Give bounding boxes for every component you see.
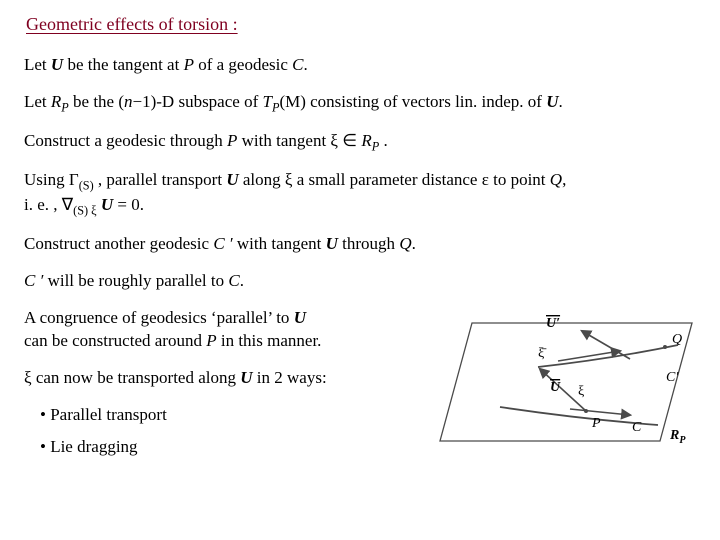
lbl-xibar: ξ̄ xyxy=(538,346,547,361)
lbl-Cprime: C′ xyxy=(666,370,679,385)
para-2: Let RP be the (n−1)-D subspace of TP(M) … xyxy=(24,91,696,116)
lbl-RP: RP xyxy=(669,428,686,446)
p6-C2: C xyxy=(228,271,239,290)
para-4: Using Γ(S) , parallel transport U along … xyxy=(24,169,696,219)
p2-T: T xyxy=(262,92,271,111)
lbl-C: C xyxy=(632,420,642,435)
p4-l2U: U xyxy=(97,195,114,214)
p7-l1: A congruence of geodesics ‘parallel’ to xyxy=(24,308,294,327)
lbl-P: P xyxy=(591,416,601,431)
p1-mid2: of a geodesic xyxy=(194,55,292,74)
para-3: Construct a geodesic through P with tang… xyxy=(24,130,696,155)
p4-sub: (S) xyxy=(79,178,94,192)
p2-end: . xyxy=(559,92,563,111)
para-6: C ′ will be roughly parallel to C. xyxy=(24,270,696,293)
p8-pre: ξ can now be transported along xyxy=(24,368,240,387)
p1-end: . xyxy=(303,55,307,74)
p4-Q: Q xyxy=(550,170,562,189)
p1-U: U xyxy=(51,55,63,74)
lbl-Uprime: U′ xyxy=(546,316,560,331)
para-1: Let U be the tangent at P of a geodesic … xyxy=(24,54,696,77)
b2-text: Lie dragging xyxy=(50,437,137,456)
p2-n: n xyxy=(124,92,133,111)
p4-l2sub: (S) ξ xyxy=(73,203,96,217)
p2-Psub: P xyxy=(61,101,68,115)
p7-P: P xyxy=(206,331,216,350)
p6-mid: will be roughly parallel to xyxy=(43,271,228,290)
p3-R: R xyxy=(361,131,371,150)
slide-title: Geometric effects of torsion : xyxy=(26,12,696,36)
p3-end: . xyxy=(379,131,388,150)
p5-C: C ′ xyxy=(213,234,232,253)
p1-mid: be the tangent at xyxy=(63,55,183,74)
p4-mid: , parallel transport xyxy=(94,170,227,189)
para-7: A congruence of geodesics ‘parallel’ to … xyxy=(24,307,424,353)
p5-U: U xyxy=(326,234,338,253)
p6-C: C ′ xyxy=(24,271,43,290)
p7-U: U xyxy=(294,308,306,327)
p4-l2pre: i. e. , ∇ xyxy=(24,195,73,214)
p4-comma: , xyxy=(562,170,566,189)
p2-pre: Let xyxy=(24,92,51,111)
p5-end: . xyxy=(412,234,416,253)
p5-Q: Q xyxy=(399,234,411,253)
p5-mid2: through xyxy=(338,234,399,253)
para-5: Construct another geodesic C ′ with tang… xyxy=(24,233,696,256)
p1-C: C xyxy=(292,55,303,74)
p4-mid2: along ξ a small parameter distance ε to … xyxy=(239,170,550,189)
p7-l2pre: can be constructed around xyxy=(24,331,206,350)
p2-U: U xyxy=(546,92,558,111)
p2-tail: consisting of vectors lin. indep. of xyxy=(306,92,546,111)
p3-pre: Construct a geodesic through xyxy=(24,131,227,150)
p3-mid: with tangent ξ ∈ xyxy=(237,131,361,150)
p2-M: (M) xyxy=(279,92,305,111)
b1-text: Parallel transport xyxy=(50,405,167,424)
p2-minus: −1)-D subspace of xyxy=(133,92,263,111)
p1-P: P xyxy=(184,55,194,74)
p1-pre: Let xyxy=(24,55,51,74)
p8-U: U xyxy=(240,368,252,387)
p4-U: U xyxy=(226,170,238,189)
p5-pre: Construct another geodesic xyxy=(24,234,213,253)
p2-R: R xyxy=(51,92,61,111)
p7-l2tail: in this manner. xyxy=(217,331,322,350)
p8-tail: in 2 ways: xyxy=(253,368,327,387)
p4-l2tail: = 0. xyxy=(113,195,144,214)
p2-mid: be the ( xyxy=(69,92,124,111)
p3-P: P xyxy=(227,131,237,150)
p4-pre: Using Γ xyxy=(24,170,79,189)
p6-end: . xyxy=(240,271,244,290)
geodesic-diagram: U′ Q ξ̄ U ξ C′ P C RP xyxy=(430,309,702,454)
p5-mid: with tangent xyxy=(233,234,326,253)
lbl-Ubar: U xyxy=(550,380,561,395)
lbl-xi: ξ xyxy=(578,384,584,399)
lbl-Q: Q xyxy=(672,332,682,347)
